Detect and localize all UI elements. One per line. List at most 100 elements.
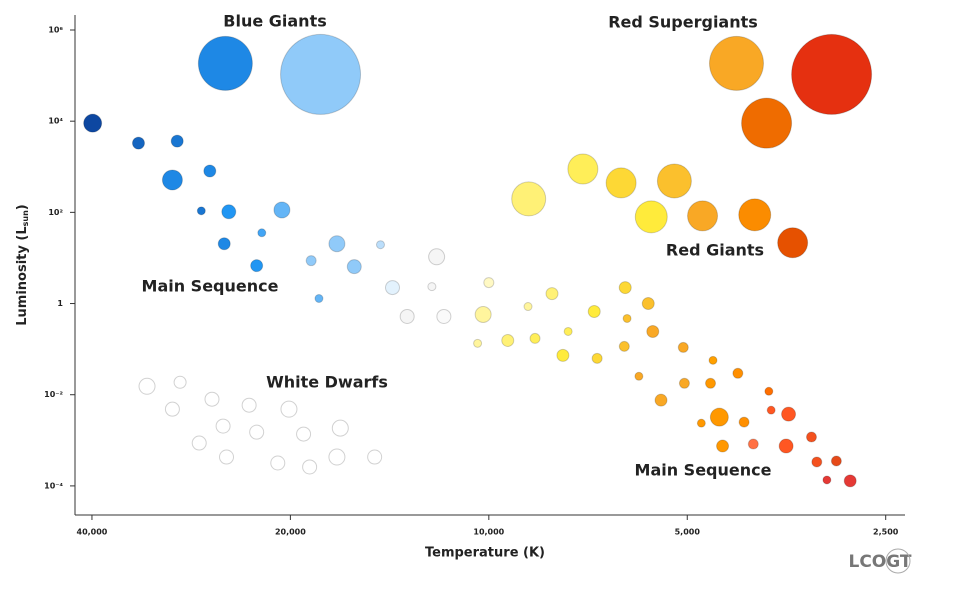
star [738,416,750,428]
star [708,355,718,365]
star [587,305,601,319]
star [138,377,156,395]
x-axis-title: Temperature (K) [425,546,545,561]
star [296,426,312,442]
star [591,352,603,364]
star [219,449,235,465]
star [331,419,349,437]
star [473,338,483,348]
star [474,305,492,323]
star [529,332,541,344]
y-axis-title-main: Luminosity (L [15,226,30,325]
star [567,153,599,185]
y-tick-label: 10⁻² [44,390,63,399]
star [622,313,632,323]
star [375,240,385,250]
star [738,198,772,232]
star [196,206,206,216]
star [545,287,559,301]
star [556,348,570,362]
star [641,297,655,311]
star [843,474,857,488]
star [384,280,400,296]
star [634,200,668,234]
star [221,204,237,220]
star [563,326,573,336]
star [618,340,630,352]
star [427,282,437,292]
star [501,333,515,347]
star [511,181,547,217]
star [270,455,286,471]
star [678,377,690,389]
star [830,455,842,467]
star [302,459,318,475]
star [215,418,231,434]
star [173,375,187,389]
logo-globe [885,548,911,574]
star [83,113,103,133]
star [747,438,759,450]
star [708,35,764,91]
star [791,33,873,115]
star [778,438,794,454]
star [696,418,706,428]
annotation: Blue Giants [223,12,326,31]
star [523,302,533,312]
star [249,424,265,440]
x-tick-label: 10,000 [473,528,504,537]
star [328,235,346,253]
star [257,228,267,238]
star [634,371,644,381]
star [203,164,217,178]
star [280,33,362,115]
y-axis-title: Luminosity (Lsun) [15,204,30,325]
star [328,448,346,466]
star [709,407,729,427]
star [204,391,220,407]
star [677,341,689,353]
y-tick-label: 10⁴ [48,117,63,126]
y-tick-label: 10⁻⁴ [44,481,63,490]
star [605,167,637,199]
star [399,308,415,324]
star [716,439,730,453]
star [305,255,317,267]
star [161,169,183,191]
star [646,324,660,338]
star [191,435,207,451]
star [164,401,180,417]
y-tick-label: 1 [57,299,63,308]
star [822,475,832,485]
annotation: Red Giants [666,241,764,260]
star [170,134,184,148]
annotation: Red Supergiants [608,13,758,32]
star [217,237,231,251]
star [241,397,257,413]
star [656,163,692,199]
annotation: Main Sequence [635,461,772,480]
star [766,405,776,415]
star [483,277,495,289]
logo: LCOGT [848,552,911,572]
star [687,200,719,232]
x-tick-label: 5,000 [675,528,701,537]
annotation: Main Sequence [142,277,279,296]
y-axis-title-sub: sun [21,210,30,226]
star [367,449,383,465]
star [764,386,774,396]
star [197,35,253,91]
y-tick-label: 10² [48,208,63,217]
x-tick-label: 40,000 [77,528,108,537]
star [428,248,446,266]
star [273,201,291,219]
star [618,281,632,295]
star [705,377,717,389]
star [741,97,793,149]
y-tick-label: 10⁶ [48,26,63,35]
x-tick-label: 2,500 [873,528,899,537]
star [131,136,145,150]
star [280,400,298,418]
star [250,259,264,273]
